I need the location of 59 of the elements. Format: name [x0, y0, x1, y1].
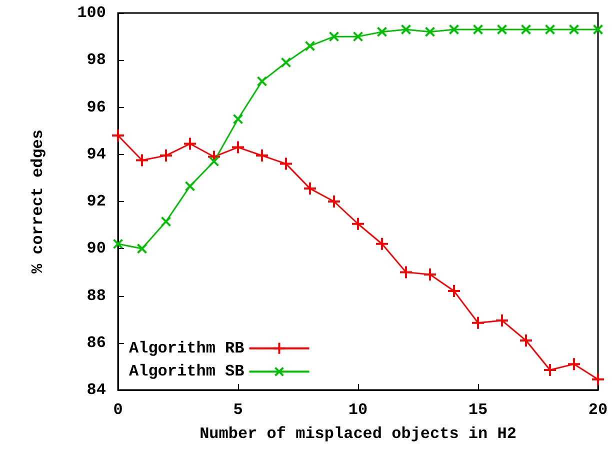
- point: [519, 334, 533, 348]
- y-tick-label: 98: [86, 51, 106, 70]
- point: [568, 24, 580, 35]
- point: [112, 238, 124, 250]
- point: [496, 24, 508, 35]
- point: [160, 216, 172, 227]
- point: [375, 236, 389, 251]
- point: [352, 31, 364, 42]
- point: [184, 180, 196, 192]
- point: [136, 243, 148, 254]
- legend-label: Algorithm SB: [129, 362, 245, 381]
- y-tick-label: 90: [86, 240, 106, 258]
- point: [111, 128, 125, 143]
- point: [376, 26, 388, 38]
- point: [231, 140, 245, 154]
- point: [208, 156, 220, 167]
- y-tick-label: 94: [86, 145, 106, 164]
- x-tick-label: 0: [113, 401, 123, 419]
- y-tick-label: 86: [86, 334, 106, 352]
- point: [256, 76, 268, 87]
- x-axis-title: Number of misplaced objects in H2: [200, 425, 516, 443]
- x-tick-label: 5: [233, 401, 243, 419]
- y-tick-label: 92: [86, 192, 106, 210]
- point: [279, 156, 293, 171]
- point: [135, 153, 149, 168]
- point: [424, 26, 436, 38]
- point: [255, 148, 269, 163]
- point: [159, 148, 173, 163]
- point: [543, 362, 557, 377]
- point: [423, 268, 437, 282]
- point: [351, 216, 365, 231]
- point: [471, 316, 485, 330]
- y-tick-label: 96: [86, 98, 106, 116]
- point: [183, 136, 197, 151]
- point: [591, 372, 605, 386]
- point: [280, 57, 292, 68]
- point: [567, 357, 581, 372]
- y-tick-label: 84: [86, 381, 106, 399]
- point: [592, 24, 604, 35]
- y-tick-label: 100: [77, 4, 106, 22]
- point: [544, 24, 556, 35]
- x-tick-label: 10: [348, 401, 368, 419]
- x-tick-label: 15: [468, 401, 488, 419]
- point: [399, 265, 413, 280]
- point: [232, 114, 244, 124]
- point: [520, 24, 532, 35]
- point: [400, 24, 412, 35]
- point: [304, 40, 316, 52]
- x-tick-label: 20: [588, 401, 608, 419]
- point: [472, 24, 484, 35]
- legend-label: Algorithm RB: [129, 339, 245, 358]
- point: [448, 24, 460, 35]
- point: [495, 313, 509, 328]
- y-axis-title: % correct edges: [29, 129, 47, 274]
- y-tick-label: 88: [86, 286, 106, 305]
- point: [327, 194, 341, 208]
- point: [447, 284, 461, 298]
- point: [303, 182, 317, 196]
- point: [328, 31, 340, 42]
